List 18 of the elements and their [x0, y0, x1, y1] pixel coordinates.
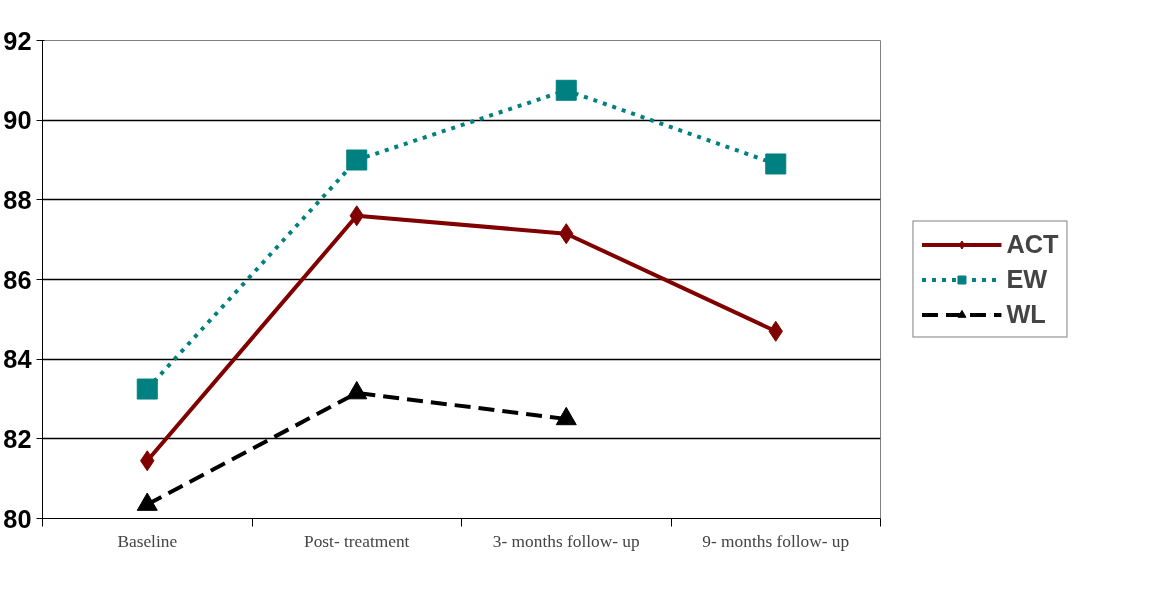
point	[765, 153, 787, 175]
y-tick-label: 90	[3, 106, 32, 135]
y-tick-label: 84	[3, 345, 32, 374]
y-tick-label: 82	[3, 424, 32, 453]
legend-label: EW	[1006, 264, 1048, 294]
y-tick-label: 92	[3, 26, 32, 55]
y-tick-label: 86	[3, 265, 32, 294]
point	[346, 149, 368, 171]
x-tick-label: 3- months follow- up	[492, 531, 640, 551]
point	[136, 378, 158, 400]
point	[555, 79, 577, 101]
y-tick-label: 88	[3, 185, 32, 214]
legend-label: ACT	[1006, 229, 1059, 259]
x-tick-label: Baseline	[117, 531, 178, 551]
x-tick-label: Post- treatment	[304, 531, 410, 551]
legend-label: WL	[1006, 299, 1046, 329]
y-tick-label: 80	[3, 504, 32, 533]
x-tick-label: 9- months follow- up	[702, 531, 850, 551]
